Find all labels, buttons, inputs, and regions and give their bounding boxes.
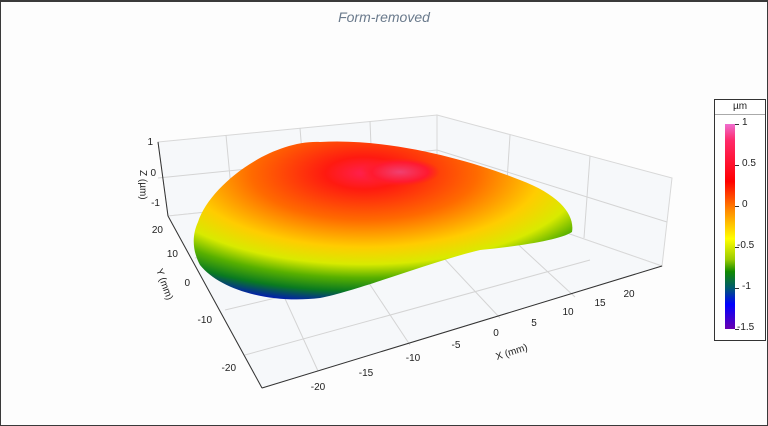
svg-text:-5: -5 <box>452 340 461 351</box>
svg-text:0: 0 <box>184 278 190 289</box>
svg-text:10: 10 <box>562 307 574 318</box>
svg-text:0: 0 <box>493 328 499 339</box>
svg-text:X (mm): X (mm) <box>495 342 530 363</box>
svg-text:5: 5 <box>531 318 537 329</box>
svg-text:15: 15 <box>594 298 606 309</box>
svg-text:20: 20 <box>623 289 635 300</box>
svg-text:-15: -15 <box>359 368 374 379</box>
svg-text:Z (µm): Z (µm) <box>137 170 148 200</box>
svg-text:Y (mm): Y (mm) <box>153 267 174 301</box>
svg-text:-20: -20 <box>222 363 237 374</box>
colorbar-gradient <box>725 124 735 329</box>
colorbar-legend: µm 1 0.5 0 -0.5 -1 -1.5 <box>714 99 766 341</box>
svg-text:0: 0 <box>150 168 156 179</box>
svg-text:10: 10 <box>167 249 179 260</box>
chart-title: Form-removed <box>338 9 430 25</box>
svg-text:20: 20 <box>152 225 164 236</box>
svg-text:-10: -10 <box>198 315 213 326</box>
colorbar-unit: µm <box>715 100 765 115</box>
surface <box>193 141 573 300</box>
svg-text:1: 1 <box>147 137 153 148</box>
svg-text:-1: -1 <box>151 198 160 209</box>
svg-text:-20: -20 <box>311 382 326 393</box>
svg-text:-10: -10 <box>406 353 421 364</box>
